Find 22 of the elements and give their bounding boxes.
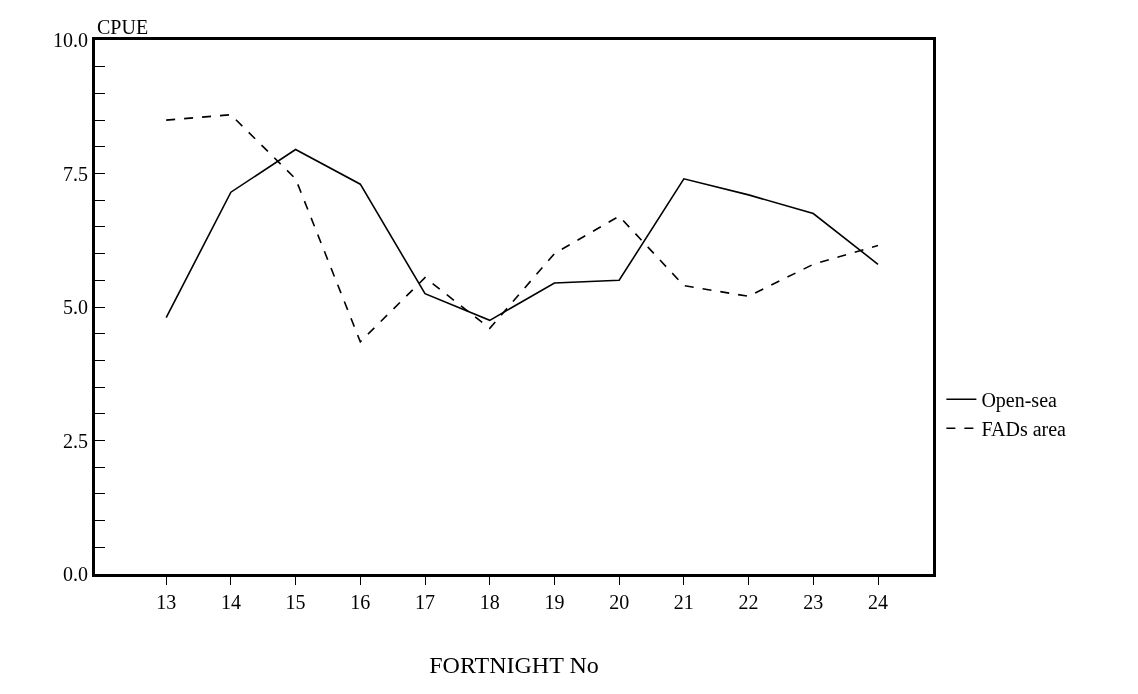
x-tick-label: 14	[220, 591, 241, 613]
x-tick-label: 22	[738, 591, 759, 613]
line-series	[165, 113, 879, 343]
y-tick-label: 5.0	[63, 296, 88, 318]
x-axis-title: FORTNIGHT No	[429, 652, 599, 679]
y-tick-label: 7.5	[63, 162, 88, 185]
x-tick-label: 23	[803, 591, 824, 613]
x-tick-label: 16	[350, 591, 371, 613]
x-tick-label: 17	[415, 591, 436, 613]
x-tick-label: 21	[673, 591, 694, 613]
x-tick-label: 20	[609, 591, 630, 613]
y-tick-label: 2.5	[63, 429, 88, 452]
y-tick-label: 0.0	[63, 563, 88, 585]
x-tick-label: 24	[868, 591, 888, 613]
legend-label: Open-sea	[981, 389, 1058, 413]
x-tick-label: 19	[544, 591, 565, 613]
x-tick-label: 15	[285, 591, 306, 613]
y-tick-label: 10.0	[53, 29, 88, 51]
x-tick-label: 18	[479, 591, 500, 613]
y-axis-title: CPUE	[97, 16, 149, 38]
legend-label: FADs area	[981, 418, 1067, 441]
x-tick-label: 13	[156, 591, 177, 613]
